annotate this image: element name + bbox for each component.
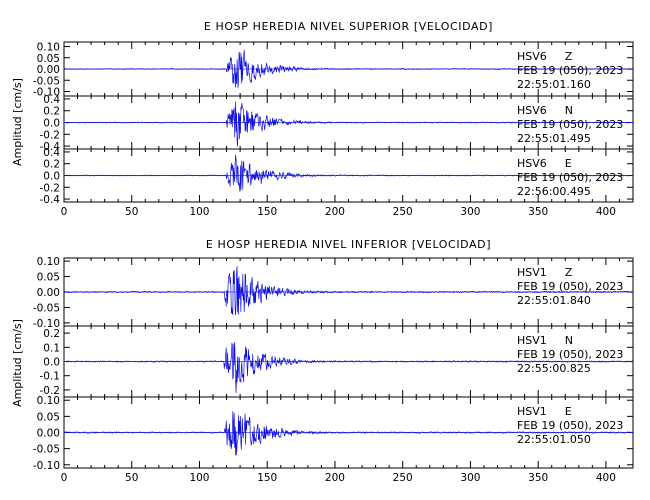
x-tick-label: 100 xyxy=(189,472,209,484)
record-date: FEB 19 (050), 2023 xyxy=(517,348,623,361)
y-tick-label: -0.2 xyxy=(40,129,61,141)
y-tick-label: 0.0 xyxy=(43,171,60,183)
x-tick-label: 150 xyxy=(257,206,277,218)
x-tick-label: 200 xyxy=(325,472,345,484)
y-tick-label: 0.2 xyxy=(43,328,60,340)
station-code: HSV1 xyxy=(517,334,547,347)
x-tick-label: 50 xyxy=(125,206,138,218)
upper-chart: E HOSP HEREDIA NIVEL SUPERIOR [VELOCIDAD… xyxy=(11,20,634,218)
y-tick-label: 0.05 xyxy=(37,53,60,65)
station-label: HSV6 Z xyxy=(517,50,573,63)
x-tick-label: 50 xyxy=(125,472,138,484)
record-date: FEB 19 (050), 2023 xyxy=(517,118,623,131)
station-label: HSV6 N xyxy=(517,104,573,117)
component-code: N xyxy=(565,104,573,117)
y-tick-label: 0.00 xyxy=(37,428,60,440)
station-code: HSV6 xyxy=(517,104,547,117)
y-tick-label: 0.00 xyxy=(37,64,60,76)
y-tick-label: -0.05 xyxy=(33,444,60,456)
x-tick-label: 200 xyxy=(325,206,345,218)
y-tick-label: 0.10 xyxy=(37,42,60,54)
y-tick-label: -0.05 xyxy=(33,75,60,87)
station-label: HSV1 Z xyxy=(517,266,573,279)
record-date: FEB 19 (050), 2023 xyxy=(517,419,623,432)
record-time: 22:55:00.825 xyxy=(517,362,591,375)
x-tick-label: 100 xyxy=(189,206,209,218)
y-tick-label: -0.2 xyxy=(40,182,61,194)
y-tick-label: 0.0 xyxy=(43,118,60,130)
record-date: FEB 19 (050), 2023 xyxy=(517,171,623,184)
x-tick-label: 300 xyxy=(460,472,480,484)
station-code: HSV1 xyxy=(517,405,547,418)
lower-chart: E HOSP HEREDIA NIVEL INFERIOR [VELOCIDAD… xyxy=(11,238,634,484)
y-tick-label: -0.10 xyxy=(33,460,60,472)
x-tick-label: 350 xyxy=(528,472,548,484)
station-label: HSV6 E xyxy=(517,157,572,170)
chart-title: E HOSP HEREDIA NIVEL INFERIOR [VELOCIDAD… xyxy=(206,238,491,251)
record-time: 22:55:01.840 xyxy=(517,294,591,307)
x-tick-label: 400 xyxy=(596,206,616,218)
x-tick-label: 250 xyxy=(393,472,413,484)
y-tick-label: 0.4 xyxy=(43,94,60,106)
record-time: 22:56:00.495 xyxy=(517,185,591,198)
component-code: Z xyxy=(565,50,573,63)
record-date: FEB 19 (050), 2023 xyxy=(517,64,623,77)
station-label: HSV1 N xyxy=(517,334,573,347)
y-tick-label: 0.1 xyxy=(43,342,60,354)
component-code: Z xyxy=(565,266,573,279)
x-tick-label: 0 xyxy=(61,472,68,484)
component-code: E xyxy=(565,405,572,418)
y-axis-label: Amplitud [cm/s] xyxy=(11,78,24,166)
x-tick-label: 400 xyxy=(596,472,616,484)
x-tick-label: 350 xyxy=(528,206,548,218)
y-tick-label: 0.10 xyxy=(37,256,60,268)
x-tick-label: 150 xyxy=(257,472,277,484)
y-tick-label: -0.2 xyxy=(40,385,61,397)
x-tick-label: 300 xyxy=(460,206,480,218)
y-tick-label: 0.10 xyxy=(37,395,60,407)
record-date: FEB 19 (050), 2023 xyxy=(517,280,623,293)
station-code: HSV1 xyxy=(517,266,547,279)
chart-title: E HOSP HEREDIA NIVEL SUPERIOR [VELOCIDAD… xyxy=(204,20,493,33)
y-tick-label: -0.4 xyxy=(40,141,61,153)
y-tick-label: -0.4 xyxy=(40,194,61,206)
station-code: HSV6 xyxy=(517,50,547,63)
y-tick-label: 0.05 xyxy=(37,411,60,423)
y-tick-label: -0.10 xyxy=(33,87,60,99)
x-tick-label: 0 xyxy=(61,206,68,218)
y-tick-label: 0.2 xyxy=(43,159,60,171)
y-tick-label: 0.2 xyxy=(43,106,60,118)
y-tick-label: 0.0 xyxy=(43,357,60,369)
y-tick-label: -0.10 xyxy=(33,318,60,330)
y-tick-label: -0.1 xyxy=(40,371,61,383)
station-code: HSV6 xyxy=(517,157,547,170)
y-tick-label: -0.05 xyxy=(33,302,60,314)
x-tick-label: 250 xyxy=(393,206,413,218)
component-code: E xyxy=(565,157,572,170)
record-time: 22:55:01.050 xyxy=(517,433,591,446)
y-tick-label: 0.00 xyxy=(37,287,60,299)
record-time: 22:55:01.160 xyxy=(517,78,591,91)
y-tick-label: 0.4 xyxy=(43,147,60,159)
component-code: N xyxy=(565,334,573,347)
y-tick-label: 0.05 xyxy=(37,272,60,284)
station-label: HSV1 E xyxy=(517,405,572,418)
record-time: 22:55:01.495 xyxy=(517,132,591,145)
y-axis-label: Amplitud [cm/s] xyxy=(11,319,24,407)
